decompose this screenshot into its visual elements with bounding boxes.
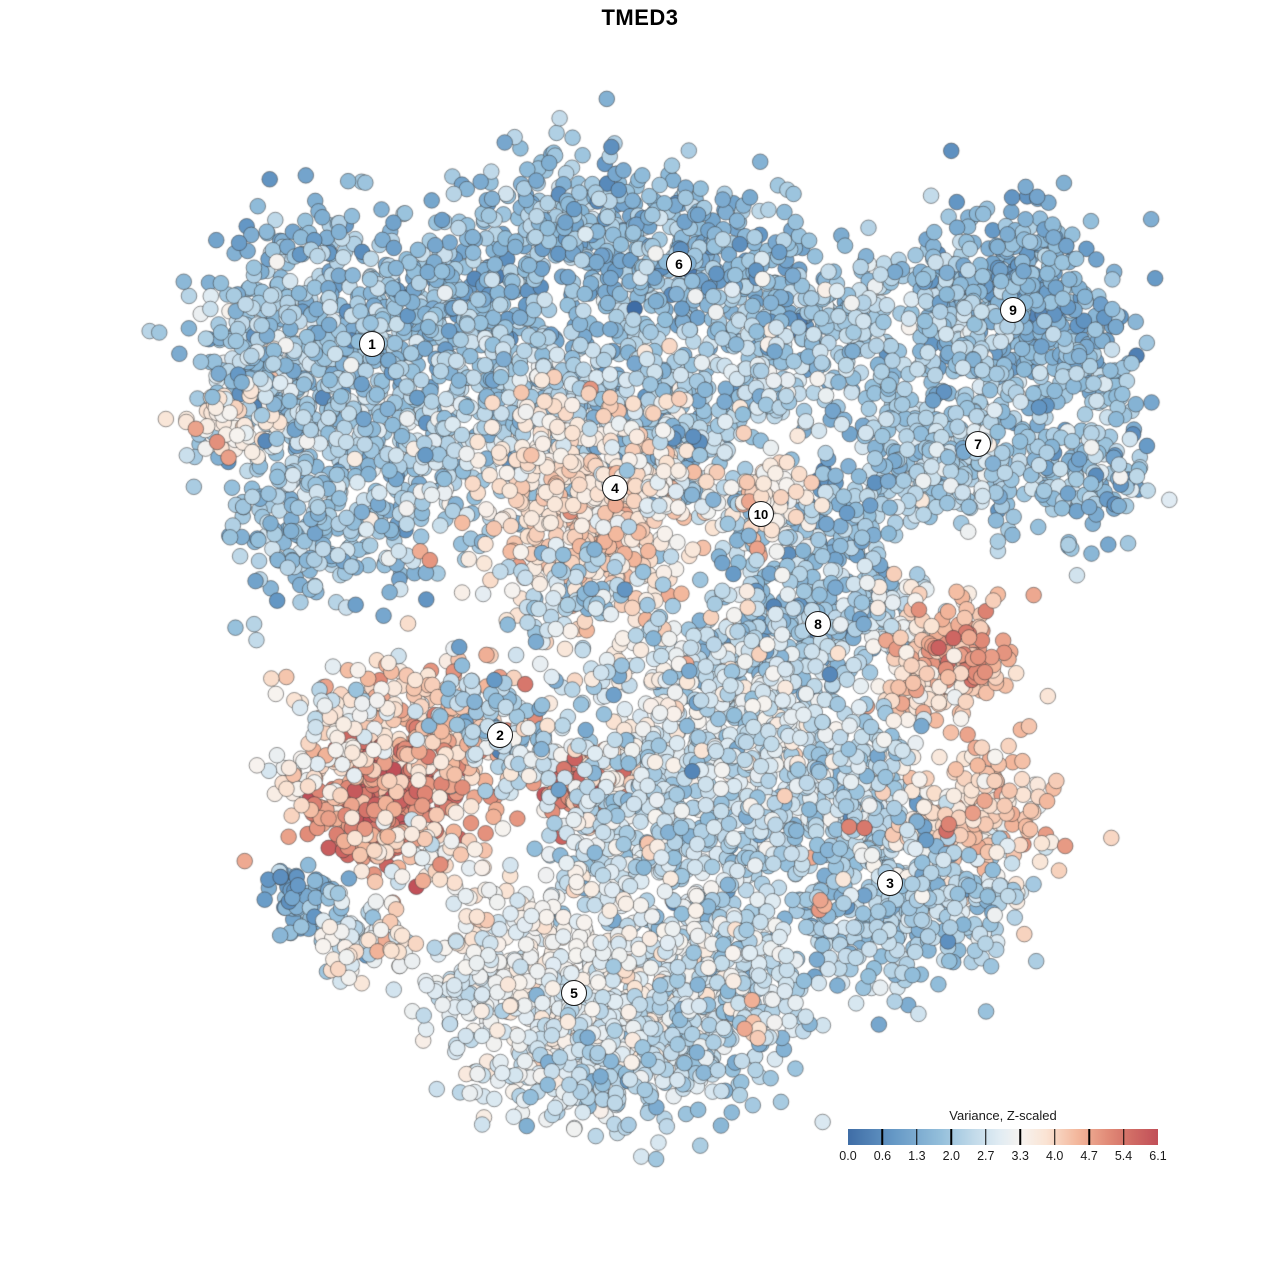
cluster-badge-5: 5 [561,980,587,1006]
colorbar-tick-line [1122,1129,1125,1145]
cluster-badge-7: 7 [965,431,991,457]
cluster-badge-10: 10 [748,501,774,527]
colorbar-tick-line [1053,1129,1056,1145]
colorbar-tick-label: 3.3 [1011,1149,1029,1163]
colorbar-tick-line [1088,1129,1090,1145]
colorbar-tick-label: 2.7 [977,1149,995,1163]
cluster-badge-8: 8 [805,611,831,637]
colorbar-tick-label: 5.4 [1114,1149,1133,1163]
colorbar-tick-line [1019,1129,1021,1145]
colorbar-tick-label: 1.3 [908,1149,926,1163]
colorbar-tick-label: 4.7 [1080,1149,1098,1163]
colorbar-tick-label: 6.1 [1149,1149,1167,1163]
colorbar-tick-label: 0.0 [839,1149,857,1163]
cluster-badge-1: 1 [359,331,385,357]
colorbar-tick-labels: 0.0 0.6 1.3 2.0 2.7 3.3 4.0 4.7 5.4 6.1 [839,1149,1166,1165]
cluster-badge-2: 2 [487,722,513,748]
colorbar-tick-line [985,1129,987,1145]
colorbar-tick-label: 0.6 [873,1149,892,1163]
colorbar-legend: Variance, Z-scaled 0.0 0.6 1.3 2.0 2.7 3.3 4.0… [839,1108,1166,1165]
cluster-badge-4: 4 [602,475,628,501]
cluster-badge-6: 6 [666,251,692,277]
cluster-badge-3: 3 [877,870,903,896]
colorbar-tick-line [881,1129,884,1145]
colorbar-tick-label: 4.0 [1045,1149,1064,1163]
colorbar-tick-line [916,1129,918,1145]
cluster-badge-9: 9 [1000,297,1026,323]
colorbar-tick-line [950,1129,953,1145]
colorbar-gradient [848,1129,1158,1145]
colorbar-tick-label: 2.0 [942,1149,961,1163]
colorbar-label: Variance, Z-scaled [949,1108,1057,1123]
